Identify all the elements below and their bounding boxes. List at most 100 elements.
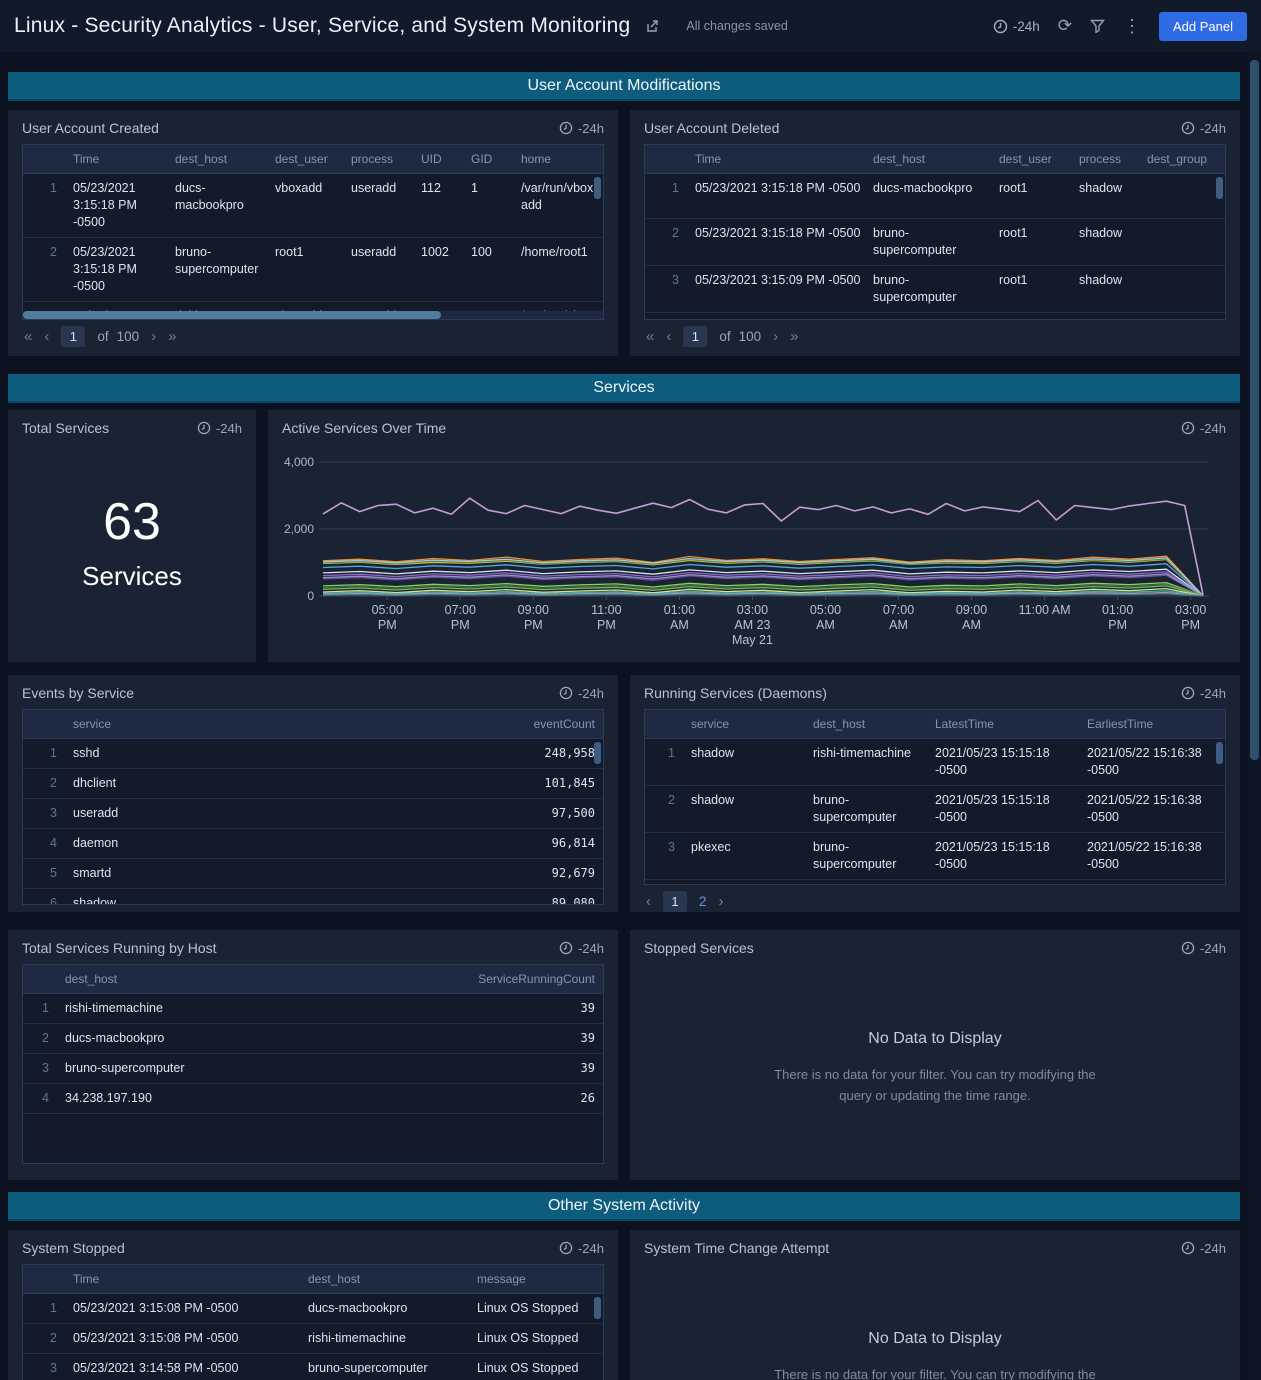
table-row: 2 shadow bruno-supercomputer 2021/05/23 15:…	[645, 786, 1225, 833]
table-cell: vboxadd	[275, 181, 323, 195]
table-cell: 1	[471, 181, 478, 195]
column-header: dest_user	[999, 152, 1052, 166]
panel-title: System Time Change Attempt	[644, 1240, 830, 1256]
vertical-scrollbar[interactable]	[594, 1297, 601, 1319]
vertical-scrollbar[interactable]	[1216, 742, 1223, 764]
panel-time-range[interactable]: -24h	[1181, 121, 1226, 136]
refresh-icon[interactable]: ⟳	[1057, 16, 1072, 35]
chart-series-band-orange	[322, 555, 1204, 597]
section-banner-services: Services	[8, 374, 1240, 403]
next-page-icon[interactable]: ›	[773, 328, 779, 345]
prev-page-icon[interactable]: ‹	[44, 328, 50, 345]
current-page[interactable]: 1	[683, 326, 708, 347]
table-header-row: Time dest_host dest_user process UID GID home	[23, 145, 603, 174]
panel-time-range[interactable]: -24h	[559, 121, 604, 136]
panel-title: Total Services Running by Host	[22, 940, 217, 956]
table-cell: root1	[999, 181, 1028, 195]
panel-time-range[interactable]: -24h	[1181, 941, 1226, 956]
column-header: dest_host	[175, 152, 228, 166]
time-range-control[interactable]: -24h	[993, 19, 1040, 34]
table-cell: 89,080	[551, 896, 595, 905]
panel-time-range[interactable]: -24h	[1181, 1241, 1226, 1256]
chart-series-band-steel	[322, 557, 1204, 597]
column-header: dest_host	[813, 717, 866, 731]
total-services-value: 63	[103, 493, 161, 551]
panel-time-range[interactable]: -24h	[559, 1241, 604, 1256]
table-cell: bruno-supercomputer	[175, 245, 259, 276]
table-cell: 05/23/2021 3:15:09 PM -0500	[695, 273, 861, 287]
prev-page-icon[interactable]: ‹	[666, 328, 672, 345]
section-title: User Account Modifications	[527, 76, 721, 94]
panel-title: Total Services	[22, 420, 110, 436]
user-account-created-table: Time dest_host dest_user process UID GID home …	[22, 144, 604, 320]
column-header	[23, 965, 59, 993]
first-page-icon[interactable]: «	[646, 328, 655, 345]
table-cell: shadow	[691, 793, 735, 807]
no-data-message: No Data to Display There is no data for …	[774, 1330, 1096, 1380]
table-cell: bruno-supercomputer	[873, 273, 957, 304]
table-cell: shadow	[1073, 313, 1141, 319]
table-cell: Linux OS Stopped	[477, 1331, 579, 1345]
row-index: 3	[42, 1061, 49, 1075]
table-cell: rishi-timemachine	[65, 1001, 163, 1015]
table-cell: 2021/05/23 15:15:18 -0500	[929, 880, 1081, 884]
vertical-scrollbar[interactable]	[594, 742, 601, 764]
column-header: message	[477, 1272, 526, 1286]
panel-time-range[interactable]: -24h	[1181, 421, 1226, 436]
panel-title: System Stopped	[22, 1240, 125, 1256]
share-icon[interactable]	[644, 18, 660, 34]
row-index: 2	[42, 1031, 49, 1045]
horizontal-scrollbar[interactable]	[23, 311, 603, 319]
row-index: 3	[50, 1361, 57, 1375]
current-page[interactable]: 1	[61, 326, 86, 347]
page-scrollbar[interactable]	[1248, 52, 1261, 1380]
add-panel-button[interactable]: Add Panel	[1159, 11, 1247, 41]
column-header	[23, 710, 67, 738]
panel-time-range[interactable]: -24h	[1181, 686, 1226, 701]
table-cell: rishi-timemachine	[867, 313, 993, 319]
row-index: 2	[50, 1331, 57, 1345]
chart-series-band-white	[322, 568, 1204, 597]
table-cell: 39	[580, 1001, 595, 1015]
table-row: 6 shadow 89,080	[23, 889, 603, 905]
table-cell: 05/23/2021 3:15:18 PM -0500	[695, 226, 861, 240]
page-title: Linux - Security Analytics - User, Servi…	[14, 14, 631, 37]
page-2-link[interactable]: 2	[699, 894, 707, 909]
next-page-icon[interactable]: ›	[151, 328, 157, 345]
table-header-row: Time dest_host dest_user process dest_group	[645, 145, 1225, 174]
services-by-host-table: dest_host ServiceRunningCount 1 rishi-timem…	[22, 964, 604, 1164]
table-cell: 112	[421, 181, 441, 195]
table-cell: ducs-macbookpro	[873, 181, 973, 195]
last-page-icon[interactable]: »	[168, 328, 177, 345]
chart-series-band-violet	[322, 574, 1204, 597]
vertical-scrollbar[interactable]	[594, 177, 601, 199]
filter-icon[interactable]	[1090, 19, 1105, 33]
more-menu-icon[interactable]: ⋮	[1123, 15, 1141, 36]
table-cell: 05/23/2021 3:15:08 PM -0500	[73, 1301, 239, 1315]
table-cell: 26	[580, 1091, 595, 1105]
panel-time-range[interactable]: -24h	[559, 686, 604, 701]
prev-page-icon[interactable]: ‹	[646, 893, 651, 910]
table-cell: 05/23/2021 3:15:08 PM -0500	[689, 313, 867, 319]
clock-icon	[1181, 421, 1195, 435]
table-cell: root1	[275, 245, 304, 259]
page-scrollbar-thumb[interactable]	[1250, 60, 1259, 760]
table-cell: 2021/05/23 15:15:18 -0500	[935, 746, 1050, 777]
last-page-icon[interactable]: »	[790, 328, 799, 345]
chart-series-band-lavender	[322, 573, 1204, 597]
table-row: 1 05/23/2021 3:15:18 PM -0500 ducs-macbook…	[23, 174, 603, 238]
next-page-icon[interactable]: ›	[718, 893, 724, 910]
panel-time-range[interactable]: -24h	[559, 941, 604, 956]
column-header: dest_user	[275, 152, 328, 166]
column-header	[645, 145, 689, 173]
panel-time-range[interactable]: -24h	[197, 421, 242, 436]
total-pages: 100	[116, 329, 140, 344]
current-page[interactable]: 1	[663, 891, 687, 912]
panel-total-services-running-by-host: Total Services Running by Host -24h dest…	[8, 930, 618, 1180]
table-cell: 96,814	[551, 836, 595, 850]
first-page-icon[interactable]: «	[24, 328, 33, 345]
vertical-scrollbar[interactable]	[1216, 177, 1223, 199]
clock-icon	[993, 19, 1007, 33]
chart-series-band-slate	[322, 593, 1204, 597]
